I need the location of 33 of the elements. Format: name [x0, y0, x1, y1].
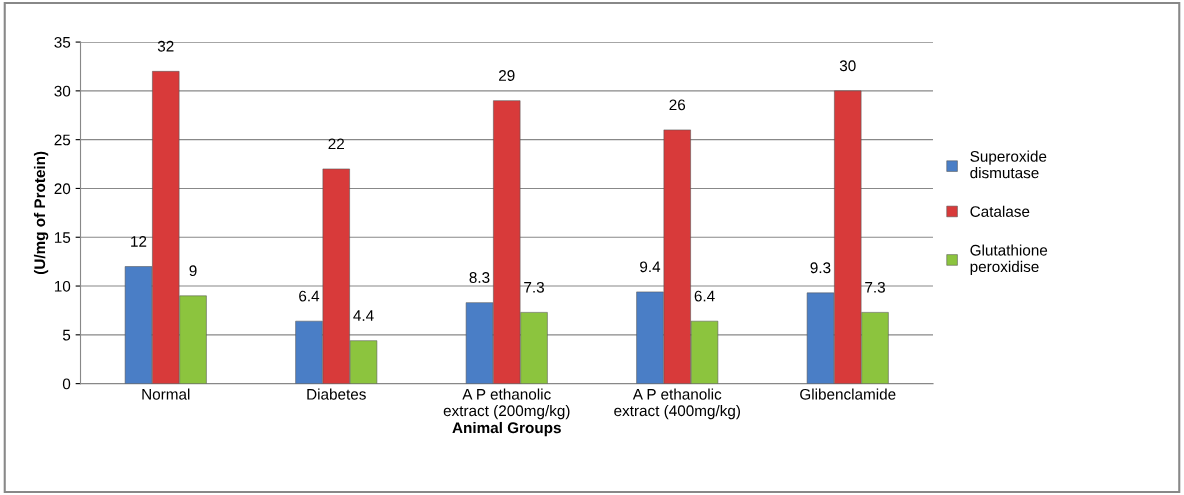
x-tick-label: A P ethanolic extract (200mg/kg)	[443, 388, 570, 420]
data-label: 6.4	[694, 290, 715, 302]
data-label: 7.3	[865, 281, 885, 293]
data-label: 12	[131, 236, 147, 247]
x-tick-label: Diabetes	[307, 388, 366, 400]
x-tick-label: Glibenclamide	[800, 388, 896, 400]
legend-label: Glutathione peroxidise	[970, 244, 1048, 276]
y-tick-label: 0	[62, 378, 71, 390]
y-axis-title: (U/mg of Protein)	[33, 151, 49, 275]
data-label: 9	[189, 265, 197, 277]
y-tick-label: 35	[54, 36, 71, 48]
y-tick-label: 20	[54, 183, 71, 195]
y-tick-label: 30	[54, 85, 71, 97]
data-label: 8.3	[469, 272, 490, 283]
data-label: 22	[328, 138, 344, 150]
data-label: 30	[839, 60, 856, 72]
x-tick-label: A P ethanolic extract (400mg/kg)	[614, 388, 740, 420]
data-label: 9.3	[810, 262, 831, 274]
data-label: 6.4	[299, 290, 320, 302]
data-label: 26	[669, 99, 686, 111]
y-tick-label: 10	[54, 280, 71, 292]
legend-label: Superoxide dismutase	[970, 150, 1047, 179]
data-label: 29	[499, 70, 515, 81]
y-tick-label: 25	[54, 134, 71, 146]
y-tick-label: 15	[54, 232, 71, 243]
x-axis-title: Animal Groups	[452, 421, 561, 437]
data-label: 4.4	[353, 310, 374, 321]
x-tick-label: Normal	[142, 388, 190, 400]
data-label: 32	[157, 40, 174, 52]
y-tick-label: 5	[62, 329, 71, 341]
legend-label: Catalase	[970, 205, 1030, 217]
data-label: 9.4	[640, 261, 661, 273]
data-label: 7.3	[524, 281, 544, 293]
